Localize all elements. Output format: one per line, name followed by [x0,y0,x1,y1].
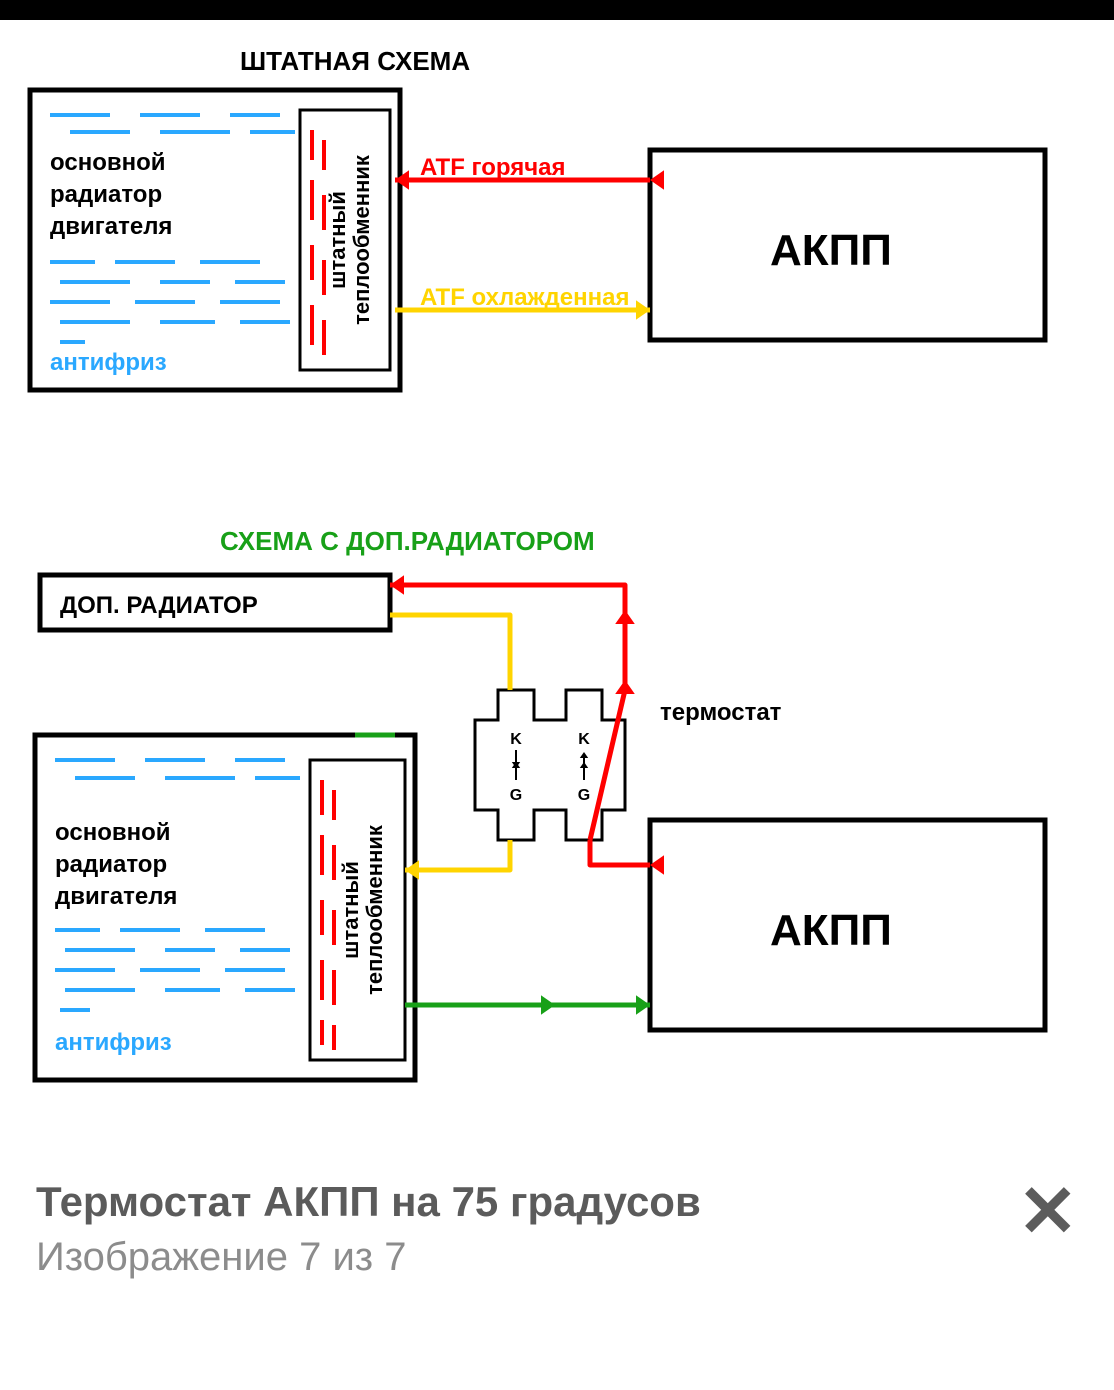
svg-text:G: G [578,787,590,804]
svg-text:основной: основной [50,149,166,176]
svg-text:термостат: термостат [660,699,782,726]
svg-text:ATF горячая: ATF горячая [420,154,566,181]
svg-text:радиатор: радиатор [50,181,162,208]
svg-text:G: G [510,787,522,804]
diagram: ШТАТНАЯ СХЕМА основной радиатор двигателя ан… [0,20,1114,1150]
svg-text:штатный: штатный [338,861,363,959]
top-black-bar [0,0,1114,20]
close-icon[interactable]: ✕ [1018,1176,1078,1248]
svg-text:теплообменник: теплообменник [362,824,387,995]
svg-text:K: K [510,731,522,748]
svg-text:ДОП. РАДИАТОР: ДОП. РАДИАТОР [60,592,258,619]
svg-text:ШТАТНАЯ СХЕМА: ШТАТНАЯ СХЕМА [240,46,470,76]
svg-text:штатный: штатный [325,191,350,289]
svg-text:двигателя: двигателя [50,213,172,240]
svg-text:АКПП: АКПП [770,226,892,275]
svg-text:АКПП: АКПП [770,906,892,955]
svg-text:основной: основной [55,819,171,846]
svg-text:ATF охлажденная: ATF охлажденная [420,284,629,311]
svg-text:антифриз: антифриз [50,349,167,376]
caption-title: Термостат АКПП на 75 градусов [36,1176,701,1229]
svg-text:антифриз: антифриз [55,1029,172,1056]
svg-text:теплообменник: теплообменник [349,154,374,325]
svg-text:двигателя: двигателя [55,883,177,910]
caption-subtitle: Изображение 7 из 7 [36,1235,701,1280]
svg-text:радиатор: радиатор [55,851,167,878]
diagram-svg: ШТАТНАЯ СХЕМА основной радиатор двигателя ан… [0,20,1114,1150]
svg-text:СХЕМА С ДОП.РАДИАТОРОМ: СХЕМА С ДОП.РАДИАТОРОМ [220,526,595,556]
svg-text:K: K [578,731,590,748]
caption-bar: Термостат АКПП на 75 градусов Изображени… [0,1150,1114,1310]
